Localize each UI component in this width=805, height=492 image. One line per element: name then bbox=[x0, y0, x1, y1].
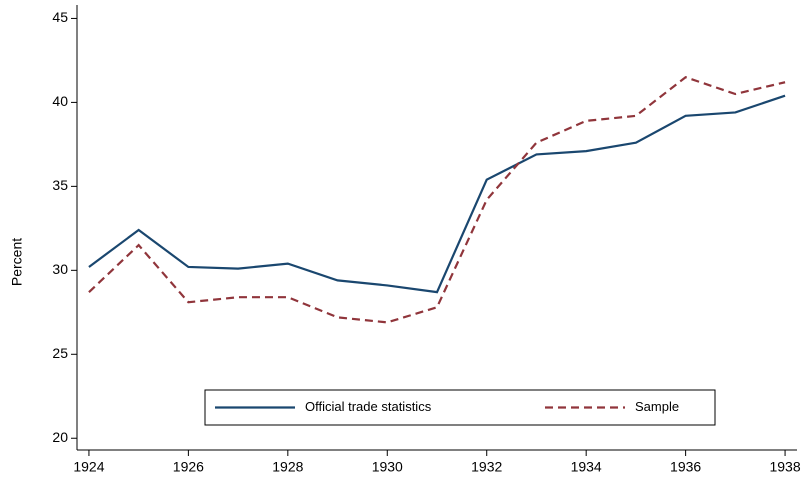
y-tick-label: 30 bbox=[52, 261, 68, 277]
x-tick-label: 1924 bbox=[73, 459, 104, 475]
x-tick-label: 1934 bbox=[571, 459, 602, 475]
y-tick-label: 20 bbox=[52, 429, 68, 445]
y-tick-label: 45 bbox=[52, 9, 68, 25]
legend-label: Official trade statistics bbox=[305, 399, 432, 414]
series-line bbox=[88, 94, 786, 294]
x-tick-label: 1930 bbox=[372, 459, 403, 475]
x-tick-label: 1932 bbox=[471, 459, 502, 475]
x-tick-label: 1936 bbox=[670, 459, 701, 475]
x-tick-label: 1928 bbox=[272, 459, 303, 475]
y-tick-label: 35 bbox=[52, 177, 68, 193]
y-tick-label: 40 bbox=[52, 93, 68, 109]
y-tick-label: 25 bbox=[52, 345, 68, 361]
y-axis-label: Percent bbox=[9, 238, 25, 286]
legend-label: Sample bbox=[635, 399, 679, 414]
series-line bbox=[88, 75, 786, 324]
x-tick-label: 1926 bbox=[173, 459, 204, 475]
x-tick-label: 1938 bbox=[769, 459, 800, 475]
